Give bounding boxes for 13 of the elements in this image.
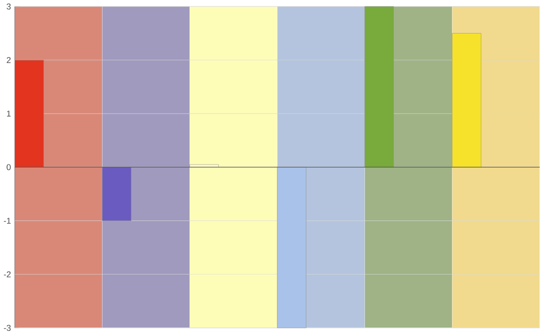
bar: [14, 60, 44, 168]
bar: [102, 166, 132, 221]
y-tick-label: 3: [6, 3, 11, 10]
y-tick-label: 2: [6, 56, 11, 63]
y-tick-label: -1: [4, 218, 11, 224]
bar: [190, 164, 219, 168]
y-tick-label: 1: [6, 110, 11, 116]
y-tick-label: -3: [4, 324, 11, 331]
y-tick-label: 0: [6, 164, 11, 170]
y-tick-label: -2: [4, 271, 11, 278]
bar: [277, 166, 306, 328]
bar: [452, 32, 482, 168]
bar: [364, 6, 394, 168]
